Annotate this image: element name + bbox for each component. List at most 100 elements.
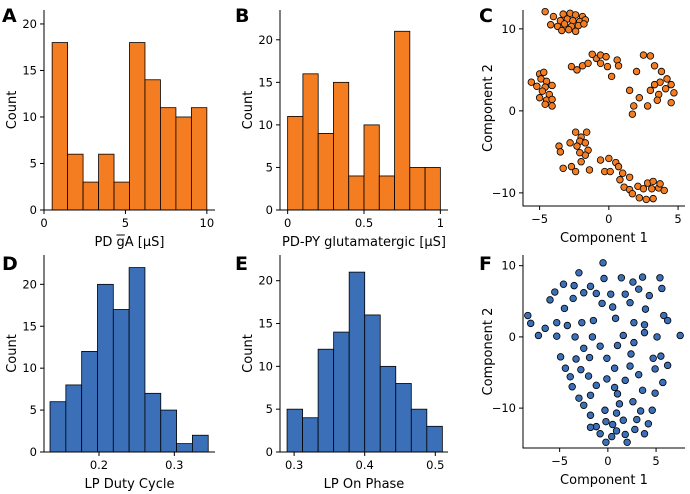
y-axis-label: Count xyxy=(5,334,20,373)
scatter-point xyxy=(580,401,588,409)
scatter-point xyxy=(580,289,588,297)
scatter-point xyxy=(581,139,590,147)
scatter-point xyxy=(596,342,604,350)
scatter-point xyxy=(643,102,652,110)
scatter-point xyxy=(553,318,561,327)
y-tick-label: 10 xyxy=(258,359,273,373)
scatter-point xyxy=(649,194,657,203)
histogram-bar xyxy=(82,181,99,211)
scatter-point xyxy=(558,26,566,35)
scatter-point xyxy=(524,311,532,320)
panel-label-a: A xyxy=(2,5,17,27)
scatter-point xyxy=(650,80,659,89)
axis-spines xyxy=(522,255,685,449)
panel-e: E 0.3 0.4 0.5 0 5 10 15 20 LP On Phase Count xyxy=(235,253,448,492)
histogram-bar xyxy=(395,383,412,453)
scatter-point xyxy=(618,169,627,177)
scatter-point xyxy=(635,370,643,379)
y-tick-label: −10 xyxy=(492,401,516,415)
scatter-point xyxy=(540,68,548,77)
scatter-point xyxy=(556,148,565,156)
histogram-bar xyxy=(333,331,350,453)
scatter-point xyxy=(585,353,594,362)
histogram-bar xyxy=(333,81,350,211)
scatter-point xyxy=(580,20,588,28)
scatter-point xyxy=(612,427,621,435)
scatter-point xyxy=(571,167,580,176)
y-tick-label: 15 xyxy=(22,63,37,77)
scatter-point xyxy=(636,407,645,415)
y-axis-label: Component 2 xyxy=(481,64,496,152)
scatter-point xyxy=(600,274,608,283)
histogram-bar xyxy=(317,133,334,211)
y-tick-label: 10 xyxy=(258,118,273,132)
scatter-point xyxy=(650,62,659,70)
panel-label-d: D xyxy=(2,253,18,275)
scatter-point xyxy=(576,148,584,157)
scatter-point xyxy=(559,164,567,172)
x-axis-label: PD gA [µS] xyxy=(95,235,165,250)
scatter-point xyxy=(656,274,664,282)
histogram-bar xyxy=(67,153,84,211)
scatter-point xyxy=(607,290,615,298)
scatter-point xyxy=(548,81,556,90)
scatter-point xyxy=(603,375,611,383)
scatter-point xyxy=(560,304,569,313)
y-tick-label: 0 xyxy=(266,445,273,459)
x-axis-label: Component 1 xyxy=(560,473,648,488)
histogram-bar xyxy=(424,167,441,211)
scatter-point xyxy=(586,391,595,399)
scatter-point xyxy=(645,291,654,300)
scatter-point xyxy=(640,430,649,438)
scatter-point xyxy=(633,415,641,424)
scatter-point xyxy=(602,438,610,447)
histogram-bar xyxy=(97,283,114,453)
scatter-point xyxy=(546,21,555,29)
scatter-point xyxy=(649,354,657,362)
scatter-point xyxy=(573,66,581,74)
scatter-point xyxy=(569,294,577,303)
y-tick-label: 0 xyxy=(30,445,37,459)
x-tick-label: 5 xyxy=(652,454,659,468)
scatter-point xyxy=(585,166,594,174)
x-axis-label: Component 1 xyxy=(560,231,648,246)
scatter-point xyxy=(613,341,622,350)
histogram-bar xyxy=(302,417,319,453)
histogram-bar xyxy=(129,42,146,211)
scatter-point xyxy=(596,430,604,438)
scatter-point xyxy=(582,128,591,136)
scatter-point xyxy=(667,80,675,89)
panel-f: F −5 0 5 −10 0 10 Component 1 Component 2 xyxy=(479,253,685,488)
histogram-bar xyxy=(128,267,146,453)
scatter-point xyxy=(603,354,611,362)
scatter-point xyxy=(610,364,619,372)
scatter-point xyxy=(614,62,623,70)
histogram-bar xyxy=(49,401,67,453)
scatter-point xyxy=(548,95,556,104)
scatter-point xyxy=(663,75,671,83)
y-tick-label: 20 xyxy=(258,33,273,47)
scatter-point xyxy=(642,195,650,204)
scatter-point xyxy=(533,82,541,90)
scatter-point xyxy=(640,328,649,337)
x-tick-label: 5 xyxy=(674,212,681,226)
scatter-point xyxy=(629,398,637,406)
scatter-point xyxy=(575,394,583,402)
scatter-point xyxy=(588,50,596,58)
scatter-point xyxy=(638,273,647,281)
scatter-point xyxy=(635,94,644,102)
scatter-point xyxy=(546,296,554,304)
scatter-point xyxy=(541,324,549,333)
scatter-point xyxy=(603,62,612,71)
scatter-point xyxy=(566,373,574,381)
scatter-point xyxy=(592,289,600,298)
scatter-point xyxy=(653,333,661,341)
scatter-point xyxy=(577,365,585,374)
y-tick-label: 10 xyxy=(501,22,516,36)
scatter-point xyxy=(663,316,672,325)
scatter-point xyxy=(612,409,621,417)
y-tick-label: 5 xyxy=(266,402,273,416)
x-tick-label: 0 xyxy=(605,212,612,226)
y-axis-label: Count xyxy=(5,91,20,130)
y-tick-label: 0 xyxy=(509,330,516,344)
